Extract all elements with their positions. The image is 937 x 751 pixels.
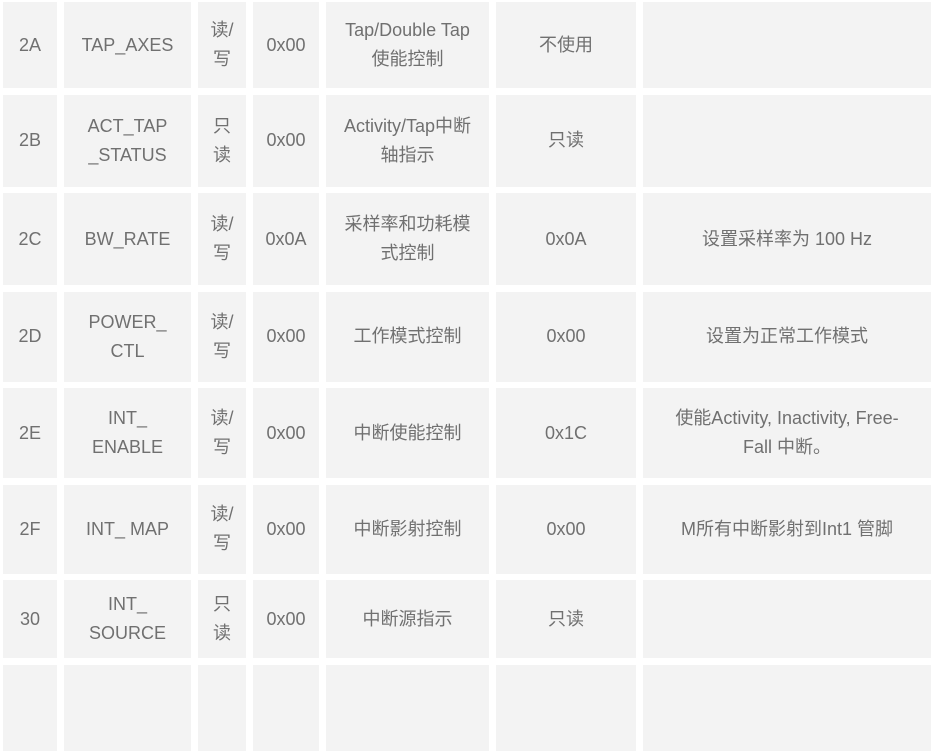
register-name-cell: ACT_TAP _STATUS [64,94,191,187]
rw-access-cell: 读/ 写 [198,291,246,382]
set-value-cell: 0x00 [496,484,636,574]
set-value-cell: 0x1C [496,388,636,478]
register-name-cell: INT_ ENABLE [64,388,191,478]
partial-row-cell [3,664,57,751]
description-cell: 中断源指示 [326,580,489,658]
rw-access-cell: 只 读 [198,94,246,187]
set-value-cell: 只读 [496,94,636,187]
register-address-cell: 2F [3,484,57,574]
rw-access-cell: 读/ 写 [198,388,246,478]
default-value-cell: 0x00 [253,484,319,574]
note-cell [643,94,931,187]
partial-row-cell [198,664,246,751]
note-cell [643,580,931,658]
register-address-cell: 30 [3,580,57,658]
register-name-cell: TAP_AXES [64,2,191,88]
default-value-cell: 0x00 [253,2,319,88]
set-value-cell: 不使用 [496,2,636,88]
note-cell: 使能Activity, Inactivity, Free- Fall 中断。 [643,388,931,478]
description-cell: 中断使能控制 [326,388,489,478]
partial-row-cell [64,664,191,751]
description-cell: 采样率和功耗模 式控制 [326,193,489,285]
set-value-cell: 只读 [496,580,636,658]
rw-access-cell: 读/ 写 [198,2,246,88]
description-cell: Activity/Tap中断 轴指示 [326,94,489,187]
note-cell: M所有中断影射到Int1 管脚 [643,484,931,574]
register-name-cell: INT_ MAP [64,484,191,574]
register-name-cell: BW_RATE [64,193,191,285]
partial-row-cell [253,664,319,751]
partial-row-cell [326,664,489,751]
set-value-cell: 0x0A [496,193,636,285]
description-cell: 工作模式控制 [326,291,489,382]
rw-access-cell: 读/ 写 [198,484,246,574]
rw-access-cell: 读/ 写 [198,193,246,285]
note-cell [643,2,931,88]
rw-access-cell: 只 读 [198,580,246,658]
set-value-cell: 0x00 [496,291,636,382]
register-name-cell: INT_ SOURCE [64,580,191,658]
note-cell: 设置为正常工作模式 [643,291,931,382]
register-address-cell: 2D [3,291,57,382]
partial-row-cell [643,664,931,751]
register-table: 2A TAP_AXES 读/ 写 0x00 Tap/Double Tap 使能控制 不使用… [3,2,931,751]
register-address-cell: 2B [3,94,57,187]
default-value-cell: 0x00 [253,291,319,382]
default-value-cell: 0x00 [253,94,319,187]
default-value-cell: 0x0A [253,193,319,285]
default-value-cell: 0x00 [253,580,319,658]
register-address-cell: 2E [3,388,57,478]
description-cell: 中断影射控制 [326,484,489,574]
register-address-cell: 2A [3,2,57,88]
partial-row-cell [496,664,636,751]
description-cell: Tap/Double Tap 使能控制 [326,2,489,88]
register-name-cell: POWER_ CTL [64,291,191,382]
default-value-cell: 0x00 [253,388,319,478]
note-cell: 设置采样率为 100 Hz [643,193,931,285]
register-address-cell: 2C [3,193,57,285]
